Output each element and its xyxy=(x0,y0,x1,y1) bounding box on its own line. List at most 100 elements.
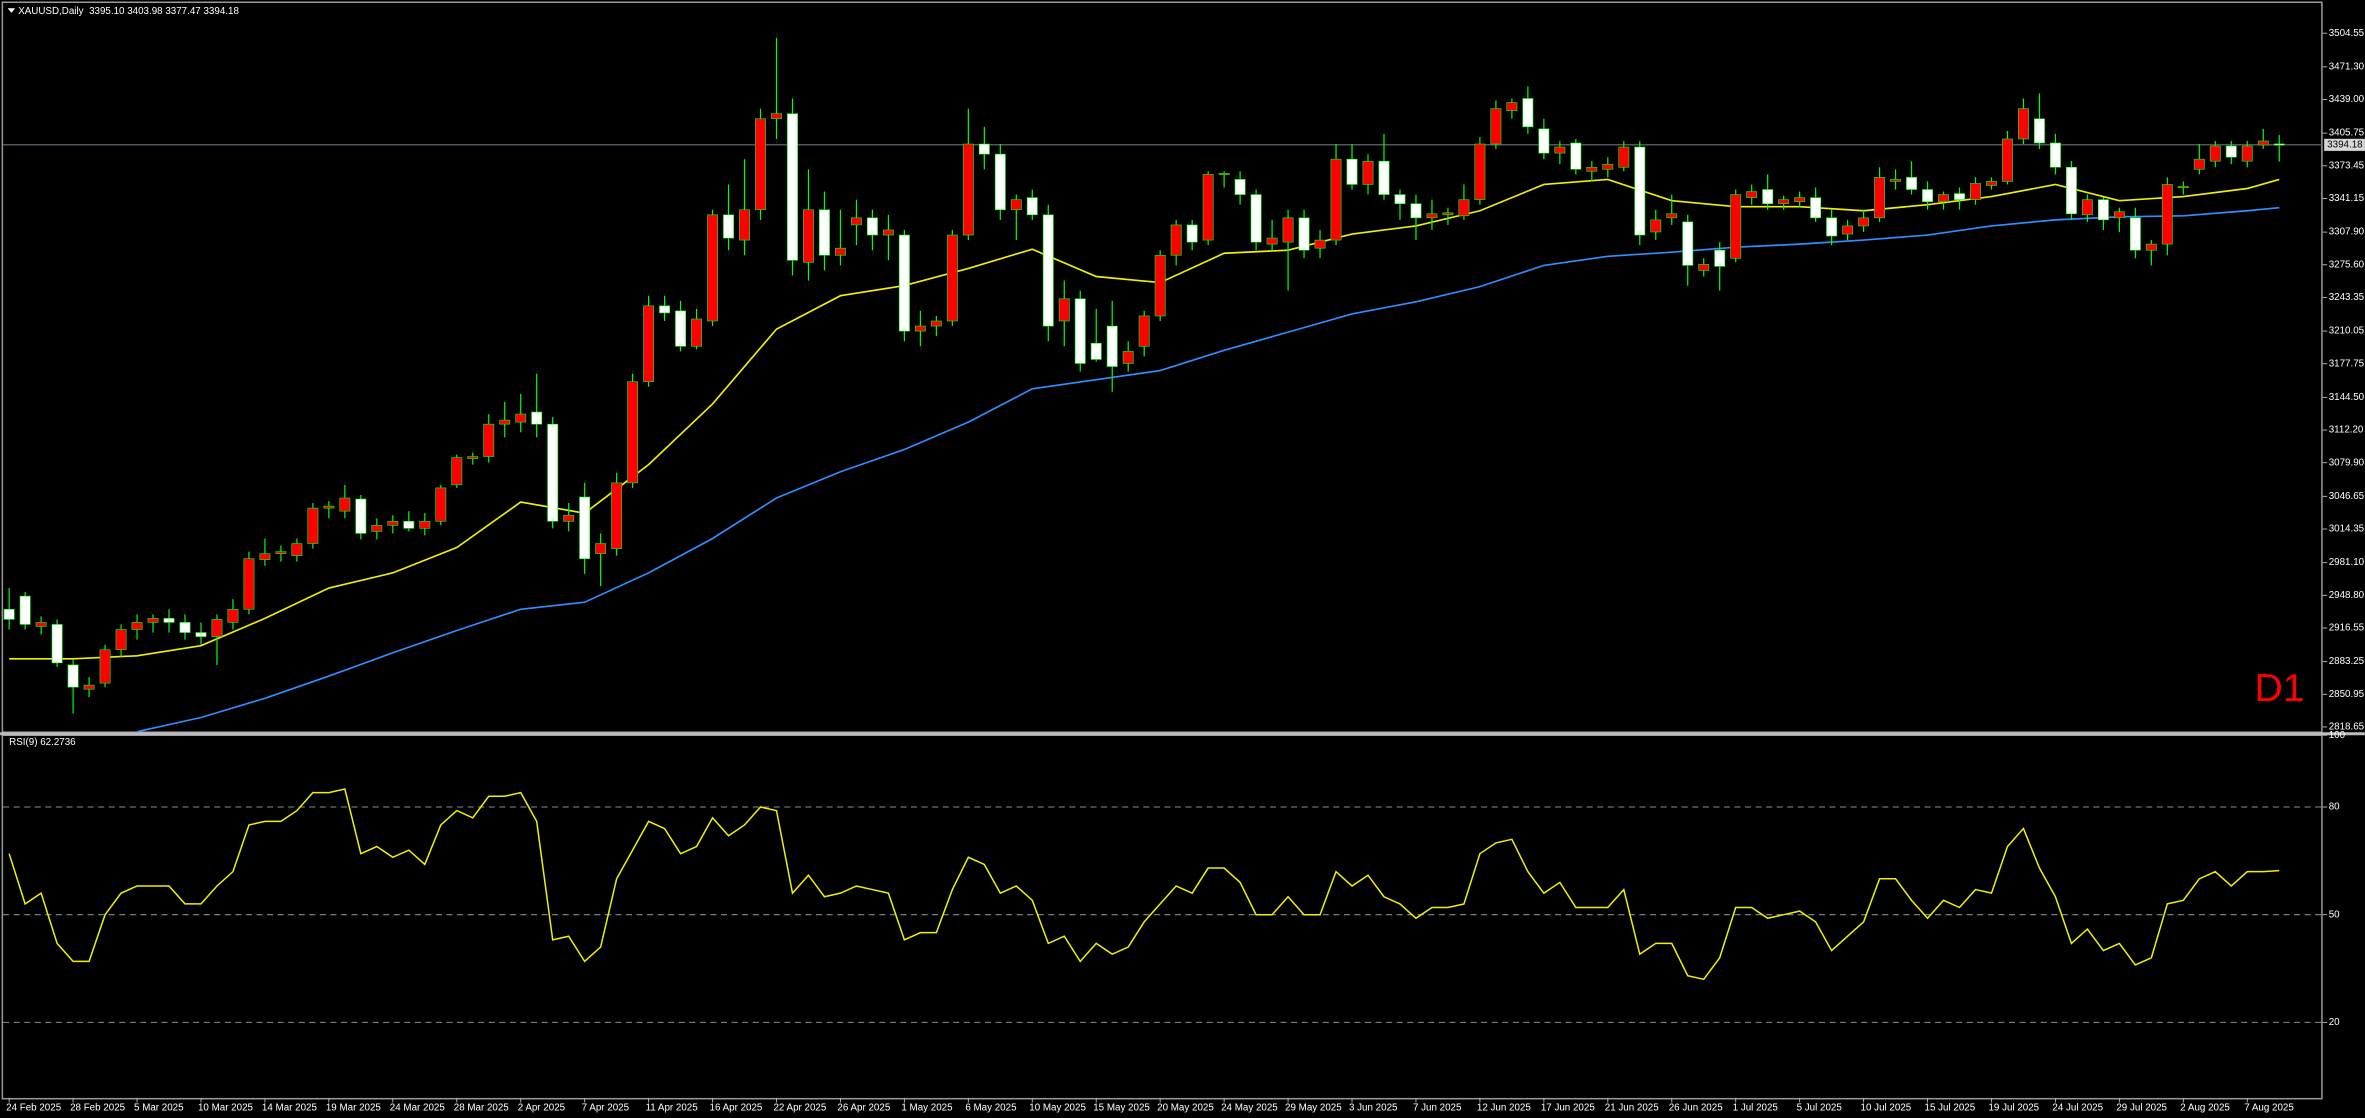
candle-body xyxy=(1794,197,1806,202)
candle-body xyxy=(627,381,639,484)
x-tick-label: 29 May 2025 xyxy=(1285,1102,1342,1113)
x-tick-label: 24 May 2025 xyxy=(1221,1102,1278,1113)
candle-body xyxy=(866,217,878,236)
candle-body xyxy=(483,423,495,457)
x-tick-label: 15 May 2025 xyxy=(1093,1102,1150,1113)
x-tick-label: 26 Apr 2025 xyxy=(837,1102,890,1113)
x-tick-label: 6 May 2025 xyxy=(965,1102,1017,1113)
candle-body xyxy=(1346,158,1358,185)
candle-body xyxy=(1730,194,1742,259)
candle-body xyxy=(1250,194,1262,243)
candle-body xyxy=(1074,298,1086,364)
candle-body xyxy=(819,209,830,256)
candle-body xyxy=(1234,179,1246,195)
candle-body xyxy=(355,498,367,534)
y-tick-label: 3439.00 xyxy=(2329,94,2365,105)
x-tick-label: 28 Mar 2025 xyxy=(454,1102,510,1113)
candle-body xyxy=(707,214,718,322)
rsi-label: RSI(9) 62.2736 xyxy=(9,737,76,748)
candle-body xyxy=(163,618,175,623)
y-tick-label: 2850.95 xyxy=(2329,689,2365,700)
candle-body xyxy=(691,318,702,347)
candle-body xyxy=(2177,186,2189,188)
candle-body xyxy=(1314,239,1326,249)
candle-body xyxy=(1026,197,1038,216)
x-tick-label: 22 Apr 2025 xyxy=(773,1102,826,1113)
candle-body xyxy=(930,320,942,327)
candle-body xyxy=(83,684,95,690)
candle-body xyxy=(1490,108,1502,145)
x-tick-label: 24 Jul 2025 xyxy=(2052,1102,2103,1113)
x-tick-label: 29 Jul 2025 xyxy=(2116,1102,2167,1113)
y-tick-label: 3210.05 xyxy=(2329,326,2365,337)
candle-body xyxy=(882,229,894,236)
candle-body xyxy=(515,413,527,423)
rsi-line xyxy=(8,788,2280,981)
candle-body xyxy=(1090,342,1102,360)
candle-body xyxy=(131,622,143,630)
x-tick-label: 5 Jul 2025 xyxy=(1797,1102,1843,1113)
candle-body xyxy=(1954,193,1965,200)
moving-average-line xyxy=(136,206,2280,733)
candle-body xyxy=(275,551,287,554)
x-tick-label: 1 Jul 2025 xyxy=(1733,1102,1779,1113)
candle-body xyxy=(451,457,463,486)
y-tick-label: 100 xyxy=(2329,730,2346,741)
candle-body xyxy=(227,608,239,623)
candle-body xyxy=(99,649,111,684)
symbol-title: XAUUSD,Daily xyxy=(18,6,83,17)
candle-body xyxy=(962,143,974,236)
candle-body xyxy=(211,619,223,637)
candle-body xyxy=(147,618,159,623)
candle-body xyxy=(2129,217,2141,251)
x-tick-label: 24 Feb 2025 xyxy=(6,1102,62,1113)
candle-body xyxy=(851,217,862,226)
y-tick-label: 3341.15 xyxy=(2329,193,2365,204)
candle-body xyxy=(243,558,255,610)
candle-body xyxy=(1154,254,1166,317)
x-tick-label: 15 Jul 2025 xyxy=(1925,1102,1976,1113)
candle-body xyxy=(1458,199,1470,217)
y-tick-label: 2883.25 xyxy=(2329,656,2365,667)
x-tick-label: 10 Mar 2025 xyxy=(198,1102,254,1113)
candle-body xyxy=(1202,174,1214,241)
candle-body xyxy=(994,153,1006,211)
x-tick-label: 7 Aug 2025 xyxy=(2244,1102,2294,1113)
candle-body xyxy=(563,514,575,522)
y-tick-label: 2916.55 xyxy=(2329,623,2365,634)
y-tick-label: 3112.20 xyxy=(2329,425,2364,436)
candle-body xyxy=(1442,212,1454,216)
candle-body xyxy=(51,624,63,664)
x-tick-label: 19 Jul 2025 xyxy=(1988,1102,2039,1113)
candle-body xyxy=(323,505,335,509)
candle-body xyxy=(2002,138,2013,182)
candle-body xyxy=(419,520,431,529)
candle-body xyxy=(803,209,814,263)
candle-body xyxy=(978,143,990,155)
candle-body xyxy=(1810,197,1822,219)
candle-body xyxy=(2161,184,2173,245)
candle-body xyxy=(1762,189,1774,204)
x-tick-label: 17 Jun 2025 xyxy=(1541,1102,1595,1113)
candle-body xyxy=(259,553,271,561)
x-tick-label: 11 Apr 2025 xyxy=(646,1102,699,1113)
candle-body xyxy=(1330,158,1342,241)
candle-body xyxy=(1474,143,1486,200)
candle-body xyxy=(1938,194,1949,202)
x-tick-label: 1 May 2025 xyxy=(901,1102,953,1113)
candle-body xyxy=(1538,128,1550,154)
candle-body xyxy=(1698,264,1710,271)
candle-body xyxy=(115,629,127,651)
x-tick-label: 2 Apr 2025 xyxy=(518,1102,566,1113)
menu-triangle[interactable] xyxy=(7,8,16,13)
x-tick-label: 2 Aug 2025 xyxy=(2180,1102,2230,1113)
candle-body xyxy=(499,419,511,425)
candle-body xyxy=(1298,217,1310,251)
candle-body xyxy=(1746,191,1758,198)
timeframe-label: D1 xyxy=(2254,667,2304,710)
candle-body xyxy=(2225,145,2237,158)
x-tick-label: 7 Apr 2025 xyxy=(582,1102,630,1113)
x-tick-label: 12 Jun 2025 xyxy=(1477,1102,1531,1113)
x-tick-label: 5 Mar 2025 xyxy=(134,1102,184,1113)
y-tick-label: 3504.55 xyxy=(2329,28,2365,39)
